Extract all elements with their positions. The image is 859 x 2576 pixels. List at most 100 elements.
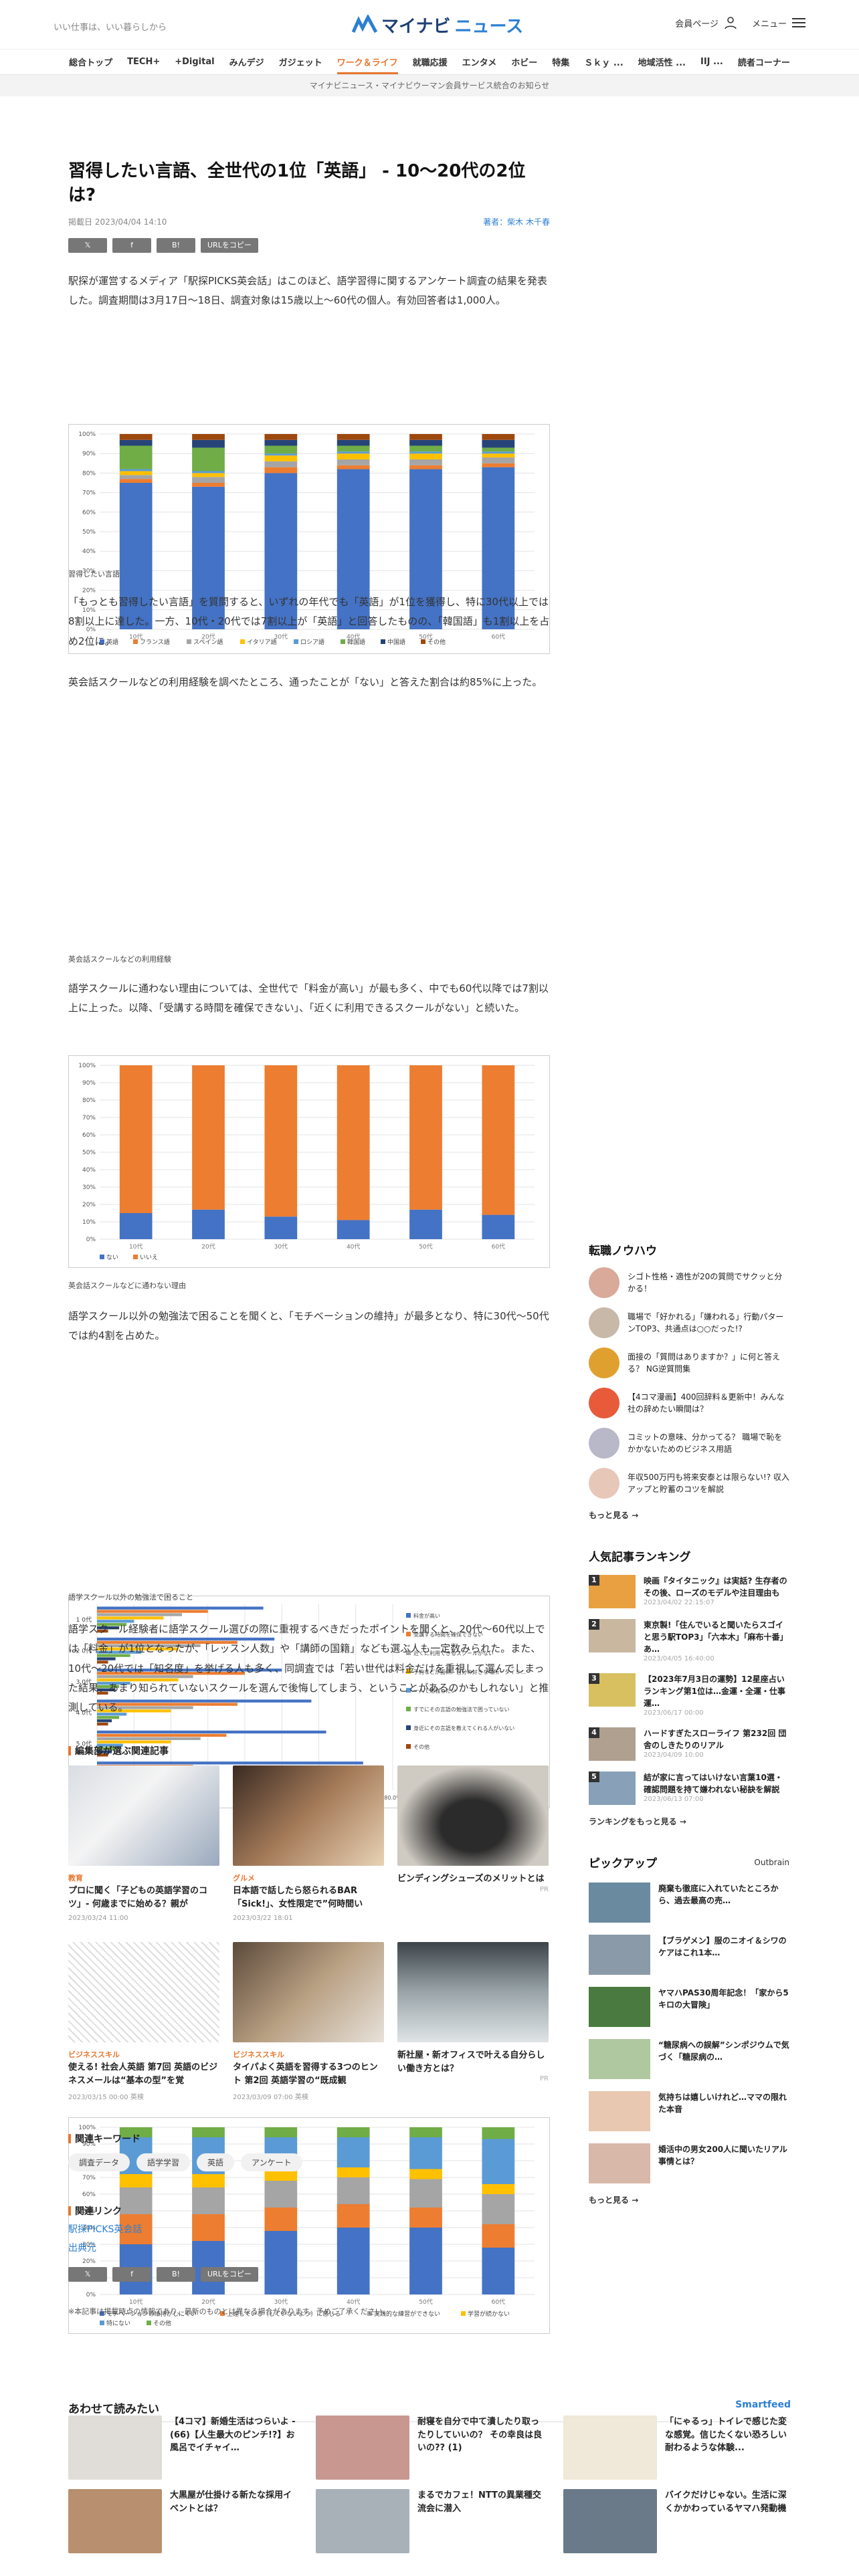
knowhow-more-link[interactable]: もっと見る → bbox=[589, 1511, 639, 1520]
recommend-item[interactable]: 大黒屋が仕掛ける新たな採用イベントとは？ bbox=[68, 2489, 296, 2556]
legend-swatch bbox=[461, 2311, 466, 2316]
author-link[interactable]: 著者：柴木 木千春 bbox=[483, 217, 550, 227]
pickup-item[interactable]: “糖尿病への誤解”シンポジウムで気づく「糖尿病の… bbox=[589, 2039, 789, 2079]
knowhow-item[interactable]: 面接の「質問はありますか？」に何と答える？ NG逆質問集 bbox=[589, 1348, 789, 1378]
ranking-item[interactable]: 2 東京製!「住んでいると聞いたらスゴイと思う駅TOP3」「六本木」「麻布十番」あ… bbox=[589, 1619, 789, 1662]
legend: 英語 フランス語 スペイン語 イタリア語 ロシア語 韓国語 中国語 その他 bbox=[100, 638, 446, 646]
hatena-share-button[interactable]: B! bbox=[157, 2267, 195, 2282]
x-tick-label: 60代 bbox=[492, 2298, 505, 2306]
y-tick-label: 5 0代 bbox=[76, 1740, 92, 1747]
nav-item[interactable]: ワーク＆ライフ bbox=[337, 56, 398, 74]
related-date-row: 2023/03/09 07:00 英検 bbox=[233, 2091, 384, 2101]
recommend-item[interactable]: 「にゃるっ」トイレで感じた変な感覚。信じたくない恐ろしい耐わるような体験... bbox=[563, 2416, 791, 2482]
bar-segment bbox=[482, 457, 515, 463]
legend-swatch bbox=[133, 1254, 138, 1259]
bar-segment bbox=[409, 459, 442, 465]
keyword-tag[interactable]: アンケート bbox=[241, 2153, 302, 2171]
nav-item[interactable]: エンタメ bbox=[462, 58, 497, 68]
bar-segment bbox=[264, 1216, 298, 1239]
related-card[interactable]: ビジネススキル タイパよく英語を習得する3つのヒント 第2回 英語学習の“既成観 2… bbox=[233, 1942, 384, 2101]
rank-number: 2 bbox=[589, 1619, 599, 1630]
ranking-item[interactable]: 3 【2023年7月3日の運勢】12星座占いランキング第1位は…金運・全運・仕事運… bbox=[589, 1673, 789, 1717]
twitter-share-button[interactable]: 𝕏 bbox=[68, 237, 107, 253]
pickup-item[interactable]: 婚活中の男女200人に聞いたリアル事情とは？ bbox=[589, 2143, 789, 2183]
nav-item[interactable]: 就職応援 bbox=[412, 58, 448, 68]
y-tick-label: 40% bbox=[82, 548, 96, 555]
nav-item[interactable]: 特集 bbox=[552, 58, 570, 68]
notice-bar[interactable]: マイナビニュース・マイナビウーマン会員サービス統合のお知らせ bbox=[0, 75, 859, 96]
nav-item[interactable]: TECH+ bbox=[127, 57, 161, 67]
copy-url-button[interactable]: URLをコピー bbox=[201, 237, 258, 253]
bar-segment bbox=[409, 2179, 442, 2208]
bar-segment bbox=[482, 2183, 515, 2194]
related-card[interactable]: ビンディングシューズのメリットとは PR bbox=[397, 1765, 549, 1893]
pickup-item[interactable]: 【ブラゲメン】服のニオイ＆シワのケアはこれ1本… bbox=[589, 1935, 789, 1975]
recommend-title: 大黒屋が仕掛ける新たな採用イベントとは？ bbox=[170, 2490, 292, 2514]
smartfeed-logo[interactable]: Smartfeed bbox=[735, 2399, 791, 2410]
legend-swatch bbox=[406, 1706, 411, 1711]
recommend-item[interactable]: 【4コマ】新婚生活はつらいよ -(66)【人生最大のピンチ!?】お風呂でイチャイ… bbox=[68, 2416, 296, 2482]
ranking-item[interactable]: 5 結が家に言ってはいけない言葉10選・確認問題を持て嫌われない秘訣を解説 2023… bbox=[589, 1772, 789, 1805]
pickup-item[interactable]: 廃棄も徹底に入れていたところから、過去最高の売… bbox=[589, 1883, 789, 1923]
bar-segment bbox=[409, 439, 442, 446]
nav-item[interactable]: ガジェット bbox=[278, 58, 322, 68]
hatena-share-button[interactable]: B! bbox=[157, 237, 195, 253]
ranking-title: 映画『タイタニック』は実話? 生存者のその後、ローズのモデルや注目理由も bbox=[644, 1576, 787, 1598]
facebook-share-button[interactable]: f bbox=[112, 2267, 151, 2282]
related-link[interactable]: 駅探PICKS英会話 bbox=[68, 2224, 142, 2235]
pickup-item[interactable]: ヤマハPAS30周年記念！「家から5キロの大冒険」 bbox=[589, 1987, 789, 2027]
keyword-tag[interactable]: 調査データ bbox=[68, 2153, 130, 2171]
recommend-item[interactable]: バイクだけじゃない。生活に深くかかわっているヤマハ発動機 bbox=[563, 2489, 791, 2556]
bar bbox=[97, 1740, 171, 1743]
menu-button[interactable]: メニュー bbox=[752, 17, 805, 29]
chart-4-figure: 0%10%20%30%40%50%60%70%80%90%100%10代20代3… bbox=[68, 2117, 550, 2334]
ranking-item[interactable]: 4 ハードすぎたスローライフ 第232回 団舎のしきたりのリアル 2023/04/0… bbox=[589, 1727, 789, 1761]
recommend-item[interactable]: 耐寝を自分で中て潰したり取ったりしていいの？ その幸良は良いの?? (1) bbox=[316, 2416, 543, 2482]
keyword-tag[interactable]: 英語 bbox=[197, 2153, 235, 2171]
member-page-link[interactable]: 会員ページ bbox=[675, 16, 737, 29]
related-link[interactable]: 出典元 bbox=[68, 2243, 96, 2254]
paragraph-6: 語学スクール経験者に語学スクール選びの際に重視するべきだったポイントを聞くと、2… bbox=[68, 1623, 549, 1713]
nav-item[interactable]: 読者コーナー bbox=[737, 58, 790, 68]
knowhow-item[interactable]: 職場で「好かれる」「嫌われる」行動パターンTOP3、共通点は○○だった!? bbox=[589, 1307, 789, 1338]
bar-segment bbox=[482, 439, 515, 448]
knowhow-item[interactable]: 【4コマ漫画】400回辞料＆更新中！みんな社の辞めたい瞬間は？ bbox=[589, 1388, 789, 1418]
pickup-more-link[interactable]: もっと見る → bbox=[589, 2195, 639, 2205]
knowhow-item[interactable]: シゴト性格・適性が20の質問でサクッと分かる！ bbox=[589, 1267, 789, 1298]
recommend-header: あわせて読みたい Smartfeed bbox=[68, 2399, 791, 2422]
nav-item[interactable]: みんデジ bbox=[229, 58, 264, 68]
y-tick-label: 90% bbox=[82, 1080, 96, 1087]
nav-item[interactable]: IIJ ... bbox=[700, 57, 723, 67]
ranking-more-link[interactable]: ランキングをもっと見る → bbox=[589, 1817, 686, 1826]
related-category: ビジネススキル bbox=[68, 2050, 120, 2059]
outbrain-logo[interactable]: Outbrain bbox=[754, 1857, 789, 1867]
related-card[interactable]: 教育 プロに聞く「子どもの英語学習のコツ」- 何歳までに始める？親が 2023/03… bbox=[68, 1765, 219, 1922]
nav-item[interactable]: +Digital bbox=[175, 57, 215, 67]
keyword-tag[interactable]: 語学学習 bbox=[136, 2153, 191, 2171]
knowhow-item[interactable]: 年収500万円も将来安泰とは限らない!? 収入アップと貯蓄のコツを解説 bbox=[589, 1468, 789, 1499]
twitter-share-button[interactable]: 𝕏 bbox=[68, 2267, 107, 2282]
related-card[interactable]: グルメ 日本語で話したら怒られるBAR「Sick!」、女性限定で”何時間い 2023… bbox=[233, 1765, 384, 1922]
knowhow-title: 【4コマ漫画】400回辞料＆更新中！みんな社の辞めたい瞬間は？ bbox=[628, 1392, 785, 1414]
sponsor-label: 英検 bbox=[130, 2094, 144, 2101]
related-category: ビジネススキル bbox=[233, 2050, 284, 2059]
related-thumbnail bbox=[68, 1765, 219, 1866]
bar-segment bbox=[192, 477, 225, 483]
site-logo[interactable]: マイナビ ニュース bbox=[352, 12, 523, 37]
knowhow-item[interactable]: コミットの意味、分かってる？ 職場で恥をかかないためのビジネス用語 bbox=[589, 1428, 789, 1459]
bar-segment bbox=[192, 433, 225, 440]
x-tick-label: 30代 bbox=[274, 633, 288, 641]
related-card[interactable]: 新社屋・新オフィスで叶える自分らしい働き方とは？ PR bbox=[397, 1942, 549, 2082]
ranking-item[interactable]: 1 映画『タイタニック』は実話? 生存者のその後、ローズのモデルや注目理由も 202… bbox=[589, 1575, 789, 1608]
related-card[interactable]: ビジネススキル 使える! 社会人英語 第7回 英語のビジネスメールは“基本の型”を… bbox=[68, 1942, 219, 2101]
recommend-item[interactable]: まるでカフェ！NTTの異業種交流会に潜入 bbox=[316, 2489, 543, 2556]
copy-url-button[interactable]: URLをコピー bbox=[201, 2267, 258, 2282]
nav-item[interactable]: ホビー bbox=[511, 58, 538, 68]
nav-item[interactable]: 総合トップ bbox=[69, 58, 113, 68]
y-tick-label: 0% bbox=[86, 1237, 96, 1243]
nav-item[interactable]: 地域活性 ... bbox=[638, 58, 686, 68]
nav-item[interactable]: Ｓｋｙ ... bbox=[584, 58, 624, 68]
legend-label: 英語 bbox=[106, 638, 118, 646]
pickup-item[interactable]: 気持ちは嬉しいけれど…ママの限れた本音 bbox=[589, 2091, 789, 2131]
facebook-share-button[interactable]: f bbox=[112, 237, 151, 253]
